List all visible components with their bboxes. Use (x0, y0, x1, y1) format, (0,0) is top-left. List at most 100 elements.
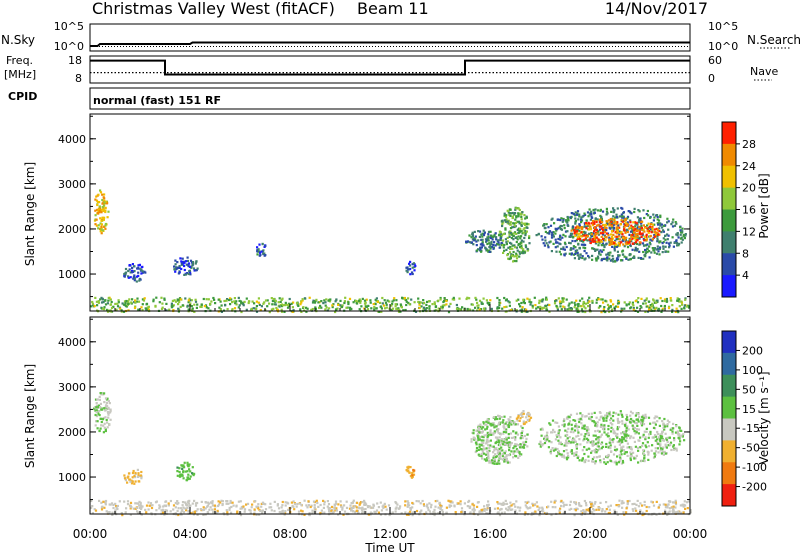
power-heat-cell (502, 221, 505, 224)
power-heat-cell (658, 230, 661, 233)
power-heat-cell (476, 301, 479, 304)
vel-heat-cell (581, 459, 584, 462)
vel-heat-cell (108, 402, 111, 405)
power-heat-cell (634, 300, 637, 303)
power-heat-cell (600, 244, 604, 247)
vel-heat-cell (489, 432, 492, 435)
vel-heat-cell (468, 506, 471, 509)
power-heat-cell (127, 275, 130, 278)
power-heat-cell (190, 265, 193, 268)
power-heat-cell (529, 303, 532, 306)
power-heat-cell (622, 211, 625, 214)
vel-heat-cell (526, 445, 529, 448)
power-heat-cell (250, 309, 253, 312)
power-heat-cell (101, 229, 105, 232)
vel-heat-cell (678, 435, 682, 438)
vel-heat-cell (679, 429, 682, 432)
vel-heat-cell (128, 478, 131, 481)
vel-heat-cell (681, 434, 684, 437)
vel-heat-cell (525, 421, 528, 424)
vel-heat-cell (664, 503, 667, 506)
vel-heat-cell (624, 434, 628, 438)
vel-heat-cell (616, 432, 619, 436)
power-heat-cell (618, 230, 621, 233)
power-heat-cell (493, 241, 496, 244)
power-heat-cell (609, 251, 612, 254)
vel-heat-cell (93, 406, 97, 409)
vel-heat-cell (404, 504, 407, 507)
power-heat-cell (287, 302, 291, 305)
vel-heat-cell (656, 441, 659, 444)
vel-heat-cell (583, 452, 586, 456)
time-tick-label-1: 04:00 (173, 527, 208, 541)
power-heat-cell (127, 309, 130, 312)
power-heat-cell (401, 297, 404, 300)
power-heat-cell (582, 246, 585, 249)
power-heat-cell (395, 299, 398, 302)
power-heat-cell (482, 297, 485, 300)
power-heat-cell (190, 308, 194, 311)
power-heat-cell (193, 310, 196, 313)
vel-heat-cell (138, 500, 141, 503)
power-heat-cell (588, 296, 591, 299)
power-heat-cell (641, 242, 645, 245)
power-heat-cell (657, 223, 660, 226)
power-heat-cell (576, 210, 580, 213)
vel-heat-cell (574, 440, 577, 443)
power-heat-cell (553, 222, 556, 225)
power-heat-cell (515, 216, 518, 219)
vel-heat-cell (586, 441, 589, 444)
power-heat-cell (337, 303, 340, 306)
power-heat-cell (412, 262, 415, 265)
power-heat-cell (680, 300, 683, 303)
vel-heat-cell (502, 440, 505, 443)
vel-heat-cell (617, 461, 620, 464)
power-heat-cell (107, 296, 110, 300)
vel-heat-cell (554, 506, 557, 509)
power-heat-cell (277, 301, 280, 304)
vel-heat-cell (187, 473, 190, 476)
vel-heat-cell (108, 411, 111, 414)
vel-heat-cell (666, 436, 669, 439)
power-heat-cell (575, 228, 579, 231)
vel-heat-cell (191, 502, 194, 505)
power-heat-cell (524, 222, 527, 225)
vel-heat-cell (609, 414, 612, 417)
vel-heat-cell (179, 511, 182, 514)
vel-heat-cell (492, 422, 495, 425)
power-heat-cell (128, 268, 131, 271)
power-heat-cell (607, 234, 610, 237)
vel-heat-cell (481, 435, 484, 438)
power-heat-cell (494, 244, 497, 247)
power-heat-cell (631, 301, 634, 304)
vel-heat-cell (607, 505, 610, 508)
vel-heat-cell (549, 452, 552, 455)
vel-heat-cell (581, 449, 584, 452)
power-heat-cell (188, 265, 191, 268)
vel-heat-cell (558, 511, 561, 514)
vel-heat-cell (625, 433, 628, 436)
vel-heat-cell (245, 503, 248, 506)
power-heat-cell (380, 307, 383, 310)
vel-heat-cell (575, 435, 578, 438)
vel-heat-cell (273, 509, 276, 513)
power-heat-cell (505, 241, 508, 244)
power-heat-cell (344, 296, 347, 299)
cpid-panel: CPID normal (fast) 151 RF (8, 87, 691, 110)
power-heat-cell (256, 246, 259, 249)
vel-heat-cell (132, 469, 135, 473)
vel-heat-cell (107, 511, 110, 514)
vel-heat-cell (658, 503, 661, 506)
vel-heat-cell (594, 448, 598, 451)
power-heat-cell (658, 227, 661, 230)
power-heat-cell (134, 277, 137, 280)
vel-heat-cell (626, 502, 629, 505)
power-heat-cell (611, 226, 614, 229)
power-heat-cell (129, 276, 132, 279)
power-heat-cell (519, 309, 522, 312)
vel-heat-cell (138, 475, 141, 478)
vel-heat-cell (507, 423, 510, 427)
vel-heat-cell (502, 501, 505, 504)
power-heat-cell (636, 232, 639, 235)
vel-heat-cell (642, 414, 645, 417)
